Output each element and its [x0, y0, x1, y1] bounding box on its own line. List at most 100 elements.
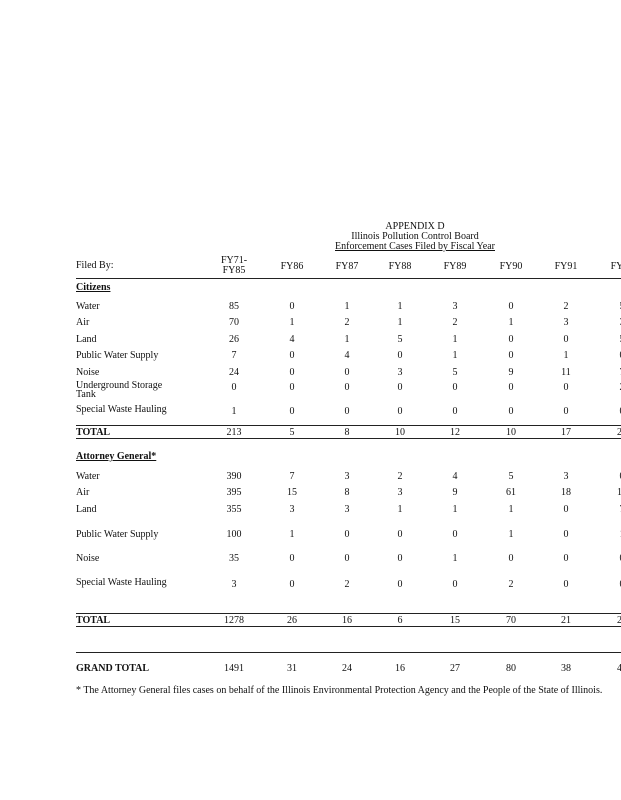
row-value: 0	[397, 553, 403, 564]
row-value: 61	[506, 487, 516, 498]
row-value: 8	[344, 487, 350, 498]
column-header: FY92	[610, 261, 621, 272]
row-label: Air	[76, 487, 90, 498]
row-value: 0	[344, 529, 350, 540]
row-value: 0	[563, 406, 569, 417]
total-value: 21	[561, 615, 571, 626]
total-value: 10	[506, 427, 516, 438]
rule	[76, 425, 621, 426]
row-value: 0	[563, 382, 569, 393]
grand-total-value: 1491	[224, 663, 244, 674]
row-value: 0	[231, 382, 237, 393]
row-value: 0	[452, 529, 458, 540]
total-label: TOTAL	[76, 615, 111, 626]
row-value: 3	[344, 504, 350, 515]
row-label: Water	[76, 471, 100, 482]
row-value: 0	[452, 579, 458, 590]
row-value: 26	[229, 334, 239, 345]
row-value: 0	[397, 579, 403, 590]
row-value: 0	[452, 406, 458, 417]
row-value: 1	[397, 301, 403, 312]
total-value: 22	[617, 427, 621, 438]
row-value: 3	[397, 487, 403, 498]
subtitle: Illinois Pollution Control Board	[351, 231, 479, 242]
row-value: 0	[289, 382, 295, 393]
row-value: 0	[452, 382, 458, 393]
row-label: Water	[76, 301, 100, 312]
row-value: 0	[563, 579, 569, 590]
row-value: 3	[397, 367, 403, 378]
section-heading: Citizens	[76, 282, 111, 293]
row-value: 390	[226, 471, 242, 482]
row-label: Noise	[76, 367, 100, 378]
total-label: TOTAL	[76, 427, 111, 438]
row-value: 0	[508, 553, 514, 564]
row-value: 0	[289, 350, 295, 361]
row-value: 1	[344, 301, 350, 312]
grand-total-value: 38	[561, 663, 571, 674]
grand-total-value: 31	[287, 663, 297, 674]
row-value: 1	[508, 504, 514, 515]
row-value: 0	[397, 382, 403, 393]
row-value: 0	[563, 529, 569, 540]
row-value: 4	[289, 334, 295, 345]
row-value: 0	[508, 301, 514, 312]
row-value: 70	[229, 317, 239, 328]
total-value: 12	[450, 427, 460, 438]
grand-total-value: 24	[342, 663, 352, 674]
row-value: 1	[452, 553, 458, 564]
row-value: 4	[452, 471, 458, 482]
row-value: 0	[508, 350, 514, 361]
row-value: 0	[563, 553, 569, 564]
section-heading: Attorney General*	[76, 451, 157, 462]
column-header: Filed By:	[76, 260, 114, 271]
row-value: 5	[620, 335, 621, 345]
row-value: 7	[289, 471, 295, 482]
column-header: FY86	[280, 261, 304, 272]
row-value: 355	[226, 504, 242, 515]
total-value: 70	[506, 615, 516, 626]
row-value: 0	[289, 579, 295, 590]
row-value: 35	[229, 553, 239, 564]
row-value: 1	[344, 334, 350, 345]
row-value: 2	[620, 383, 621, 393]
row-value: 9	[508, 367, 514, 378]
row-value: 1	[508, 317, 514, 328]
row-label: Public Water Supply	[76, 529, 159, 540]
row-value: 100	[226, 529, 242, 540]
total-value: 17	[561, 427, 571, 438]
row-value: 1	[289, 317, 295, 328]
total-value: 16	[342, 615, 352, 626]
rule	[76, 626, 621, 627]
row-value: 2	[397, 471, 403, 482]
rule	[76, 438, 621, 439]
row-value: 5	[508, 471, 514, 482]
row-value: 0	[620, 407, 621, 417]
row-value: 7	[620, 368, 621, 378]
row-value: 0	[620, 351, 621, 361]
row-value: 0	[620, 580, 621, 590]
total-value: 15	[450, 615, 460, 626]
row-value: 2	[452, 317, 458, 328]
row-value: 0	[563, 504, 569, 515]
row-value: 0	[344, 553, 350, 564]
total-value: 8	[344, 427, 350, 438]
row-label: Noise	[76, 553, 100, 564]
total-value: 1278	[224, 615, 244, 626]
rule	[76, 652, 621, 653]
row-value: 0	[344, 406, 350, 417]
row-value: 5	[452, 367, 458, 378]
row-value: 1	[231, 406, 237, 417]
row-value: 3	[231, 579, 237, 590]
column-header: FY90	[499, 261, 523, 272]
row-value: 3	[620, 318, 621, 328]
row-value: 17	[617, 487, 621, 498]
row-value: 9	[452, 487, 458, 498]
row-label: Land	[76, 334, 97, 345]
row-value: 2	[563, 301, 569, 312]
total-value: 6	[397, 615, 403, 626]
row-value: 11	[561, 367, 571, 378]
row-value: 0	[289, 553, 295, 564]
row-value: 85	[229, 301, 239, 312]
total-value: 26	[287, 615, 297, 626]
